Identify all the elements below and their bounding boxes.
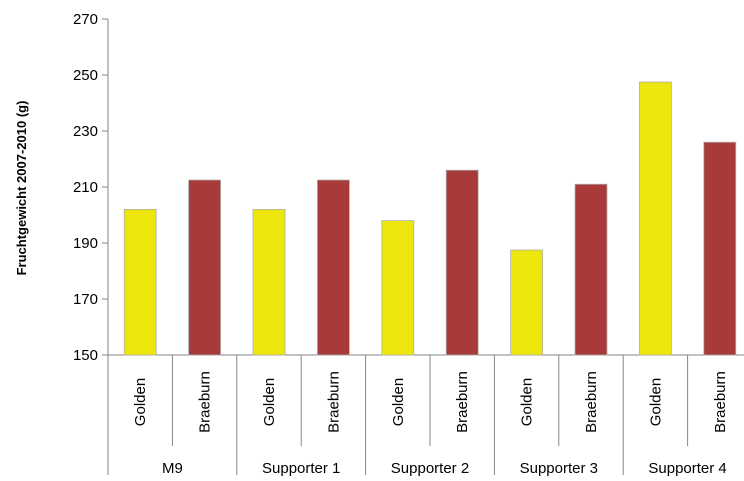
bar-braeburn (316, 179, 350, 356)
variety-label: Golden (519, 378, 536, 426)
variety-label: Braeburn (454, 371, 471, 433)
bar-golden (123, 208, 157, 356)
category-labels: Golden Braeburn M9 Golden Braeburn Supporter … (132, 371, 729, 477)
group-label: Supporter 1 (262, 460, 340, 477)
y-tick-labels: 150 170 190 210 230 250 270 (73, 11, 98, 364)
bar-braeburn (188, 179, 222, 356)
variety-label: Golden (647, 378, 664, 426)
variety-label: Braeburn (583, 371, 600, 433)
group-label: Supporter 4 (648, 460, 726, 477)
variety-label: Golden (132, 378, 149, 426)
y-tick-label: 150 (73, 347, 98, 364)
variety-label: Braeburn (325, 371, 342, 433)
group-label: Supporter 3 (520, 460, 598, 477)
bar-golden (510, 249, 544, 356)
y-tick-label: 190 (73, 235, 98, 252)
bar-braeburn (445, 169, 479, 356)
variety-label: Golden (261, 378, 278, 426)
variety-label: Braeburn (197, 371, 214, 433)
group-label: M9 (162, 460, 183, 477)
y-tick-label: 210 (73, 179, 98, 196)
bar-braeburn (574, 183, 608, 356)
y-axis-label: Fruchtgewicht 2007-2010 (g) (14, 101, 29, 276)
variety-label: Golden (390, 378, 407, 426)
y-tick-label: 230 (73, 123, 98, 140)
bar-golden (381, 220, 415, 356)
bar-braeburn (703, 141, 737, 356)
y-tick-label: 250 (73, 67, 98, 84)
bars (123, 81, 737, 356)
bar-golden (639, 81, 672, 356)
variety-label: Braeburn (712, 371, 729, 433)
bar-golden (252, 208, 286, 356)
y-tick-label: 170 (73, 291, 98, 308)
y-tick-label: 270 (73, 11, 98, 28)
group-label: Supporter 2 (391, 460, 469, 477)
